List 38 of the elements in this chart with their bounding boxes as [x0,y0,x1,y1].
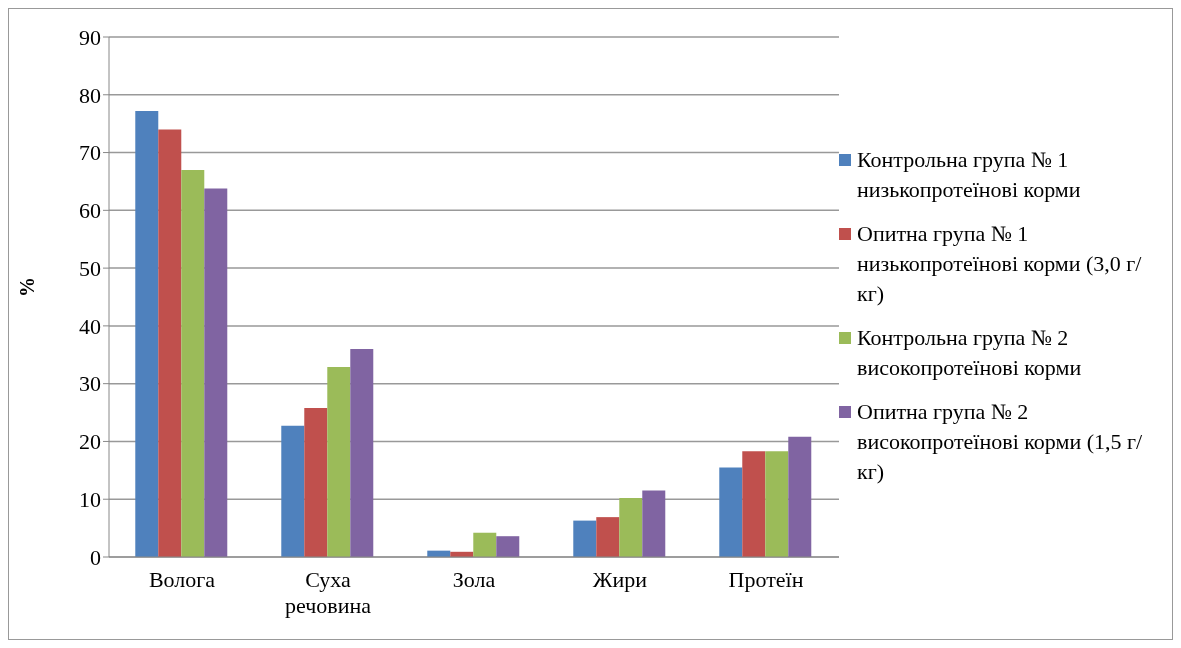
bar [304,407,328,557]
bar [788,436,812,557]
y-tick-label: 30 [79,371,101,397]
y-tick-label: 0 [90,544,101,570]
bar [642,490,666,557]
bar [135,110,159,557]
legend-label: Контрольна група № 2 високопротеїнові корми [857,324,1083,382]
bar [496,536,520,557]
bar [158,129,182,557]
bar [350,349,374,557]
bar [204,188,228,557]
x-tick-label: Протеїн [728,567,804,592]
y-tick-label: 40 [79,313,101,339]
x-tick-label: Волога [148,567,216,592]
y-tick-label: 10 [79,487,101,513]
bar [765,451,789,557]
y-tick-label: 20 [79,429,101,455]
bar [327,366,351,557]
y-tick-label: 60 [79,198,101,224]
y-axis-title: % [16,277,39,297]
y-tick-label: 90 [79,24,101,50]
legend-label: Контрольна група № 1 низькопротеїнові корми [857,146,1082,204]
x-tick-label: Суха речовина [285,567,372,618]
y-tick-label: 80 [79,82,101,108]
y-tick-label: 70 [79,140,101,166]
bar [742,451,766,557]
bar [181,169,205,557]
bar [473,532,497,557]
bar [573,520,597,557]
x-tick-label: Жири [592,567,648,592]
bar [719,467,743,557]
bar [281,425,305,557]
bar [596,517,620,557]
x-tick-label: Зола [452,567,496,592]
y-tick-label: 50 [79,255,101,281]
bar [619,498,643,557]
legend-label: Опитна група № 1 низькопротеїнові корми (3,0 г/кг) [857,220,1143,308]
legend-label: Опитна група № 2 високопротеїнові корми (1,5 г/кг) [857,398,1144,486]
